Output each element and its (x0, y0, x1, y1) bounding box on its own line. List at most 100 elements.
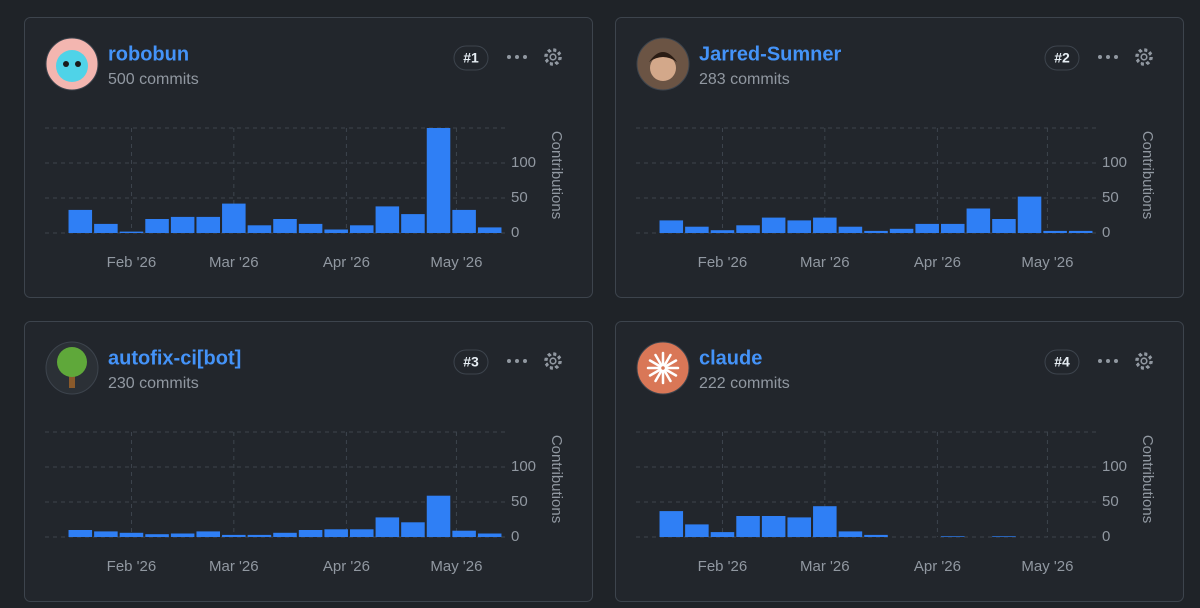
avatar-ring (636, 37, 690, 91)
settings-button[interactable] (544, 48, 562, 66)
user-name[interactable]: autofix-ci[bot] (108, 347, 241, 369)
bar (710, 532, 735, 537)
y-axis-title: Contributions (548, 131, 565, 219)
avatar[interactable] (636, 341, 690, 395)
avatar-ring (45, 341, 99, 395)
gear-outer (1135, 352, 1153, 370)
rank-badge (1044, 349, 1080, 375)
dot (523, 359, 527, 363)
gear-hub (549, 53, 557, 61)
y-tick-label: 50 (511, 189, 528, 206)
user-name[interactable]: claude (699, 347, 762, 369)
bar (68, 530, 93, 537)
rank: #4 (1054, 354, 1070, 370)
more-menu[interactable] (507, 55, 527, 59)
y-tick-label: 0 (1102, 224, 1110, 241)
settings-button[interactable] (544, 352, 562, 370)
avatar-hair (649, 52, 677, 62)
y-tick-label: 50 (1102, 189, 1119, 206)
avatar-eye (63, 61, 69, 67)
y-tick-label: 50 (1102, 493, 1119, 510)
bar (940, 536, 965, 537)
bar (452, 530, 476, 537)
bar (452, 209, 476, 233)
avatar-bg (637, 342, 689, 394)
x-tick-label: Apr '26 (914, 254, 961, 271)
bar (1043, 230, 1067, 233)
commit-count[interactable]: 222 commits (699, 375, 790, 392)
bar (324, 229, 348, 233)
bar (864, 534, 888, 537)
y-tick-label: 50 (511, 493, 528, 510)
bar (375, 517, 400, 537)
x-tick-label: Mar '26 (800, 558, 850, 575)
bar (813, 217, 837, 233)
dot (1114, 55, 1118, 59)
rank: #3 (463, 354, 479, 370)
avatar[interactable] (636, 37, 690, 91)
bar (659, 511, 684, 537)
bar (813, 506, 837, 537)
bar (736, 516, 760, 537)
x-tick-label: May '26 (1021, 254, 1073, 271)
user-name[interactable]: robobun (108, 43, 189, 65)
bar (196, 531, 221, 537)
settings-button[interactable] (1135, 352, 1153, 370)
avatar-face (56, 50, 88, 82)
bar (1068, 230, 1093, 233)
avatar[interactable] (45, 37, 99, 91)
bar (685, 524, 709, 537)
gear-outer (544, 352, 562, 370)
rank-badge (453, 349, 489, 375)
dot (515, 359, 519, 363)
commit-count[interactable]: 283 commits (699, 71, 790, 88)
user-name[interactable]: Jarred-Sumner (699, 43, 841, 65)
bar (940, 223, 965, 233)
commit-count[interactable]: 230 commits (108, 375, 199, 392)
bar (787, 517, 812, 537)
avatar-ray (654, 353, 663, 367)
bar (992, 219, 1016, 233)
bar (659, 220, 684, 233)
dot (523, 55, 527, 59)
bar (401, 522, 425, 537)
more-menu[interactable] (1098, 55, 1118, 59)
gear-ring (545, 353, 561, 369)
commit-count[interactable]: 500 commits (108, 71, 199, 88)
bar (119, 532, 144, 537)
more-menu[interactable] (1098, 359, 1118, 363)
bar (273, 219, 297, 233)
bar (477, 533, 502, 537)
dot (1098, 55, 1102, 59)
x-tick-label: Apr '26 (914, 558, 961, 575)
x-tick-label: May '26 (1021, 558, 1073, 575)
settings-button[interactable] (1135, 48, 1153, 66)
bar (349, 225, 374, 233)
bar (736, 225, 760, 233)
bar (247, 534, 272, 537)
gear-ring (1136, 49, 1152, 65)
avatar-face (650, 55, 676, 81)
dot (1106, 55, 1110, 59)
more-menu[interactable] (507, 359, 527, 363)
bar (222, 203, 246, 233)
avatar[interactable] (45, 341, 99, 395)
rank-badge (453, 45, 489, 71)
bar (426, 128, 451, 233)
dot (1098, 359, 1102, 363)
y-tick-label: 100 (1102, 458, 1127, 475)
dot (507, 55, 511, 59)
contributor-card: claude 222 commits #4 0 50 100 Feb '26 Mar '26 A… (615, 321, 1184, 602)
dot (515, 55, 519, 59)
x-tick-label: Feb '26 (698, 558, 748, 575)
bar (247, 225, 272, 233)
avatar-eye (75, 61, 81, 67)
dot (507, 359, 511, 363)
bar (273, 532, 297, 537)
bar (94, 531, 118, 537)
avatar-ray (648, 359, 662, 368)
card-frame (24, 321, 593, 602)
gear-ring (545, 49, 561, 65)
bar (1017, 196, 1042, 233)
x-tick-label: Feb '26 (107, 558, 157, 575)
